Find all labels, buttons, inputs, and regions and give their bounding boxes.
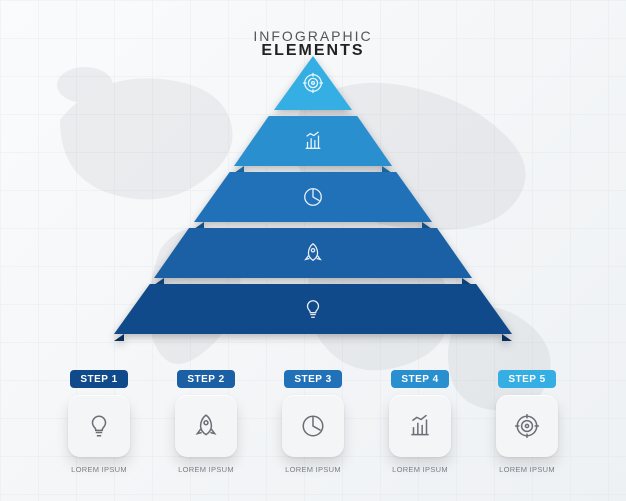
step-2-tile [175,395,237,457]
step-4-badge: STEP 4 [391,370,448,388]
step-3-badge: STEP 3 [284,370,341,388]
rocket-icon [302,242,324,264]
step-3-tile [282,395,344,457]
bars-icon [302,130,324,152]
target-icon [302,72,324,94]
pyramid-band-2 [234,116,392,166]
pyramid-band-5 [114,284,512,334]
pyramid [123,56,503,356]
step-5-caption: LOREM IPSUM [481,465,573,475]
step-5: STEP 5 LOREM IPSUM [481,369,573,475]
step-1-badge: STEP 1 [70,370,127,388]
bulb-icon [302,298,324,320]
step-4-tile [389,395,451,457]
step-1: STEP 1 LOREM IPSUM [53,369,145,475]
step-5-tile [496,395,558,457]
bulb-icon [86,413,112,439]
pyramid-band-3 [194,172,432,222]
pie-icon [302,186,324,208]
step-2-caption: LOREM IPSUM [160,465,252,475]
steps-row: STEP 1 LOREM IPSUM STEP 2 LOREM IPSUM ST… [53,369,573,475]
bars-icon [407,413,433,439]
rocket-icon [193,413,219,439]
step-3: STEP 3 LOREM IPSUM [267,369,359,475]
pyramid-band-1 [274,56,352,110]
pie-icon [300,413,326,439]
step-2-badge: STEP 2 [177,370,234,388]
step-4: STEP 4 LOREM IPSUM [374,369,466,475]
step-3-caption: LOREM IPSUM [267,465,359,475]
target-icon [514,413,540,439]
step-1-tile [68,395,130,457]
step-1-caption: LOREM IPSUM [53,465,145,475]
step-4-caption: LOREM IPSUM [374,465,466,475]
pyramid-band-4 [154,228,472,278]
step-2: STEP 2 LOREM IPSUM [160,369,252,475]
step-5-badge: STEP 5 [498,370,555,388]
